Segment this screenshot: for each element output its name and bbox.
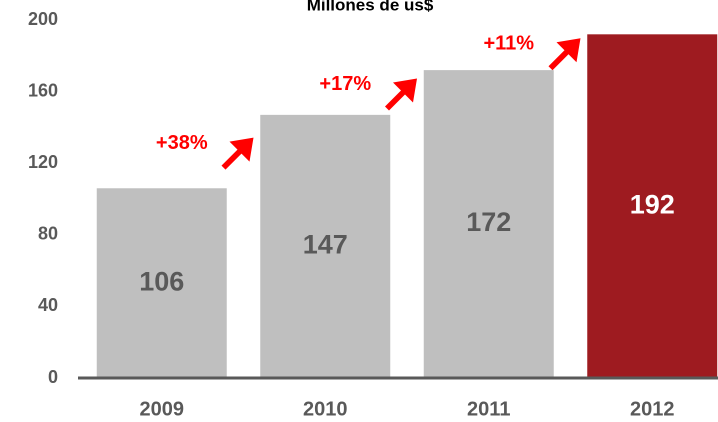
y-tick-label: 0 bbox=[48, 367, 58, 387]
chart-title: Millones de us$ bbox=[307, 0, 434, 14]
x-tick-label: 2010 bbox=[303, 398, 348, 420]
data-label: 172 bbox=[466, 207, 511, 237]
growth-label: +38% bbox=[156, 132, 208, 154]
x-tick-label: 2009 bbox=[140, 398, 185, 420]
growth-label: +11% bbox=[483, 33, 534, 55]
growth-arrow bbox=[548, 38, 581, 71]
x-tick-label: 2012 bbox=[630, 398, 675, 420]
data-label: 106 bbox=[139, 266, 184, 296]
growth-arrow bbox=[385, 78, 417, 111]
y-tick-label: 200 bbox=[28, 9, 58, 29]
y-tick-label: 40 bbox=[38, 295, 58, 315]
bar bbox=[587, 34, 718, 378]
bar bbox=[96, 188, 227, 378]
bar bbox=[423, 70, 554, 379]
y-tick-label: 80 bbox=[38, 224, 58, 244]
y-tick-label: 120 bbox=[28, 152, 58, 172]
growth-arrow bbox=[221, 137, 254, 170]
data-label: 147 bbox=[303, 230, 348, 260]
growth-label: +17% bbox=[319, 73, 371, 95]
bar bbox=[260, 114, 391, 379]
x-tick-label: 2011 bbox=[467, 398, 510, 420]
data-label: 192 bbox=[630, 189, 675, 219]
y-tick-label: 160 bbox=[28, 80, 58, 100]
